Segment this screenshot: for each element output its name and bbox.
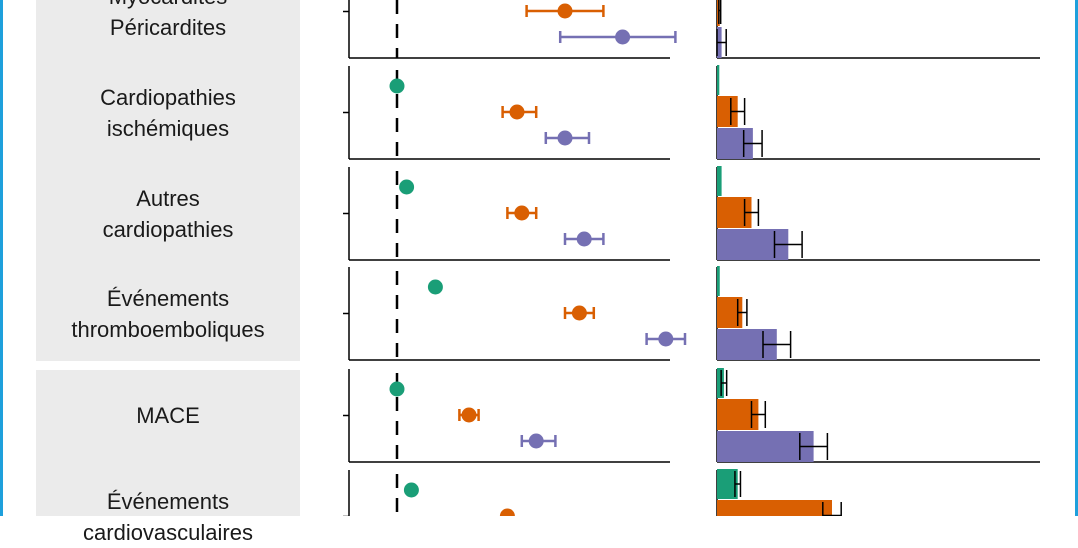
bar [717,266,720,296]
row-label: Autres cardiopathies [102,185,234,242]
figure-frame [0,0,1078,516]
row-label: MACE [136,403,200,428]
forest-point [509,104,525,120]
row-label: Myocardites Péricardites [109,0,228,40]
row-label: Événements thromboemboliques [71,285,265,342]
forest-point [557,3,573,19]
label-panel-1 [36,0,300,361]
forest-point [576,231,592,247]
forest-point [615,29,631,45]
bar [717,166,722,196]
bar [717,65,720,95]
label-panel-2 [36,370,300,516]
forest-point [499,508,515,516]
forest-point [399,179,415,195]
forest-point [514,205,530,221]
forest-point [571,305,587,321]
forest-point [427,279,443,295]
forest-point [389,78,405,94]
forest-point [557,130,573,146]
forest-point [658,331,674,347]
forest-point [389,381,405,397]
row-label: Cardiopathies ischémiques [100,84,236,141]
forest-point [461,407,477,423]
forest-point [403,482,419,498]
bar [717,500,832,516]
chart [343,0,1040,516]
bar [717,431,814,462]
bar [717,96,738,127]
bar [717,469,738,499]
forest-point [528,433,544,449]
